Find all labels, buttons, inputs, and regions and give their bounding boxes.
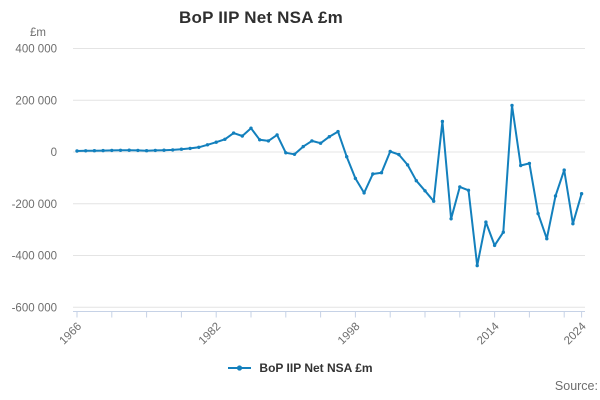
data-point-marker bbox=[118, 148, 123, 152]
data-point-marker bbox=[562, 168, 566, 172]
data-point-marker bbox=[275, 133, 279, 137]
data-point-marker bbox=[162, 148, 166, 152]
data-point-marker bbox=[579, 192, 584, 196]
data-point-marker bbox=[475, 263, 479, 268]
source-label: Source: bbox=[554, 379, 598, 393]
x-tick-label: 1966 bbox=[58, 321, 85, 348]
data-point-marker bbox=[362, 191, 366, 195]
data-point-marker bbox=[127, 148, 131, 152]
data-point-marker bbox=[327, 135, 331, 139]
data-point-marker bbox=[84, 149, 88, 153]
y-axis-unit-label: £m bbox=[30, 27, 46, 39]
data-point-marker bbox=[553, 194, 558, 198]
data-point-marker bbox=[179, 147, 184, 151]
data-point-marker bbox=[223, 137, 227, 141]
data-point-marker bbox=[405, 163, 410, 167]
data-point-marker bbox=[144, 149, 149, 153]
data-point-marker bbox=[231, 131, 236, 135]
data-point-marker bbox=[153, 148, 157, 153]
data-point-marker bbox=[75, 149, 79, 153]
data-point-marker bbox=[249, 126, 253, 130]
data-point-marker bbox=[449, 217, 453, 221]
y-tick-label: -600 000 bbox=[12, 302, 57, 314]
y-tick-label: 0 bbox=[51, 147, 57, 159]
y-tick-label: -200 000 bbox=[12, 199, 57, 211]
data-point-marker bbox=[414, 179, 418, 183]
series-line bbox=[76, 104, 583, 267]
data-point-marker bbox=[345, 155, 349, 159]
data-point-marker bbox=[197, 145, 201, 149]
data-point-marker bbox=[101, 148, 105, 153]
legend-label: BoP IIP Net NSA £m bbox=[259, 361, 373, 375]
chart-title: BoP IIP Net NSA £m bbox=[179, 8, 343, 27]
data-point-marker bbox=[136, 148, 140, 153]
data-point-marker bbox=[397, 152, 401, 157]
data-point-marker bbox=[353, 176, 358, 181]
data-point-marker bbox=[466, 188, 471, 192]
data-point-marker bbox=[536, 211, 540, 216]
data-point-marker bbox=[301, 144, 305, 149]
y-tick-label: 400 000 bbox=[15, 44, 57, 56]
data-point-marker bbox=[545, 237, 549, 241]
x-tick-label: 2014 bbox=[475, 320, 502, 347]
data-point-marker bbox=[214, 140, 218, 144]
legend-line-marker bbox=[228, 365, 252, 371]
data-point-marker bbox=[492, 243, 497, 248]
data-point-marker bbox=[188, 146, 192, 151]
data-point-marker bbox=[432, 199, 436, 203]
x-tick-label: 1998 bbox=[336, 321, 363, 348]
data-point-marker bbox=[388, 149, 392, 154]
y-tick-label: 200 000 bbox=[15, 95, 57, 107]
data-point-marker bbox=[284, 151, 288, 155]
data-point-marker bbox=[205, 143, 210, 147]
data-point-marker bbox=[171, 148, 175, 152]
legend-item[interactable]: BoP IIP Net NSA £m bbox=[0, 359, 600, 377]
data-point-marker bbox=[379, 171, 384, 175]
data-point-marker bbox=[501, 230, 505, 234]
data-point-marker bbox=[440, 119, 445, 124]
x-tick-label: 1982 bbox=[197, 321, 224, 348]
data-point-marker bbox=[266, 139, 271, 143]
data-point-marker bbox=[458, 185, 462, 189]
data-point-marker bbox=[510, 103, 514, 108]
data-point-marker bbox=[527, 161, 532, 166]
x-tick-label: 2024 bbox=[562, 320, 589, 347]
data-point-marker bbox=[336, 129, 340, 134]
data-point-marker bbox=[571, 222, 575, 226]
data-point-marker bbox=[519, 163, 523, 168]
data-point-marker bbox=[310, 139, 314, 143]
y-tick-label: -400 000 bbox=[12, 251, 57, 263]
data-point-marker bbox=[371, 172, 375, 176]
data-point-marker bbox=[240, 134, 244, 138]
data-point-marker bbox=[484, 220, 488, 224]
data-point-marker bbox=[423, 189, 427, 193]
data-point-marker bbox=[110, 148, 114, 153]
data-point-marker bbox=[258, 138, 262, 142]
data-point-marker bbox=[318, 141, 323, 145]
data-point-marker bbox=[292, 152, 297, 156]
data-point-marker bbox=[92, 149, 97, 153]
